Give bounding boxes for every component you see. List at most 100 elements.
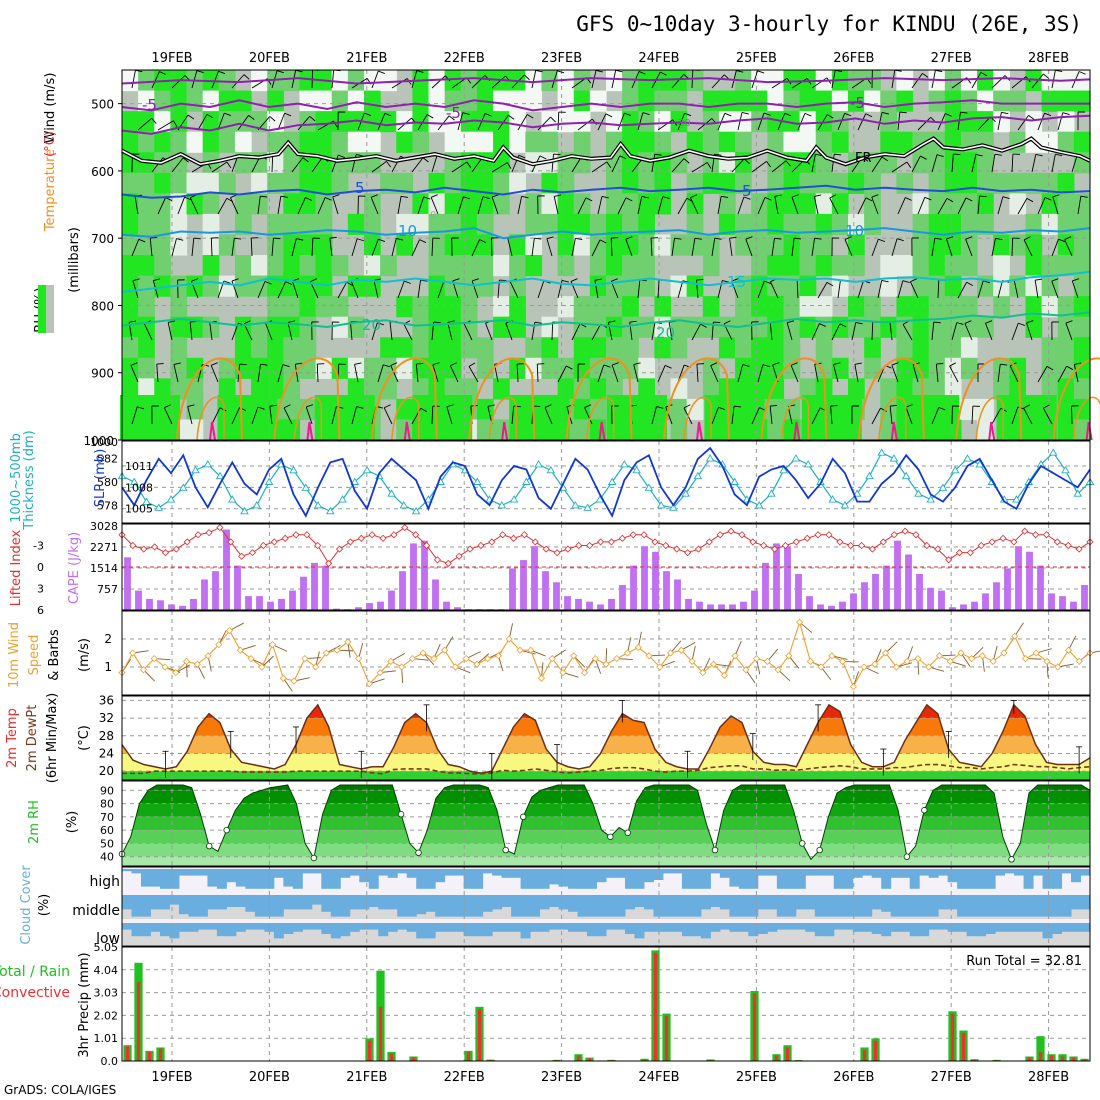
wind-barb [277,364,284,383]
wind-barb [171,238,177,257]
cloud-cell [672,923,683,932]
lifted-index-marker [629,531,637,539]
wind-barb-flag [936,362,944,365]
wind-barb [991,238,996,257]
slp-line [121,446,1091,519]
cape-bar [212,571,219,610]
rh-cell [170,378,188,400]
cloud-cell [909,923,920,937]
rh-cell [718,213,736,236]
lifted-index-marker [673,545,681,553]
rh-cell [1057,419,1075,441]
wind-barb-10m [745,669,756,684]
wind-speed-marker [1011,632,1019,640]
cloud-cell [178,869,189,876]
lifted-index-marker [390,531,398,539]
rh-cell [606,70,623,92]
wind-barb [965,239,973,257]
wind-barb-flag [1052,194,1060,198]
rh-cell [783,255,801,277]
wind-barb-10m [766,648,779,662]
cape-bar [454,607,461,610]
rh-cell [686,275,704,297]
rh-cell [267,234,284,256]
wind-speed-marker [623,649,632,657]
rh-cell [751,255,768,277]
wind-barb [390,365,399,383]
rh-cell [138,213,155,236]
lifted-index-marker [1064,541,1072,550]
wind-barb-flag [159,71,166,75]
wind-barb [737,196,745,215]
wind-barb-flag [1072,278,1080,282]
wind-barb [871,407,881,425]
precip-convective-bar [389,1054,394,1061]
wind-barb [597,113,607,131]
rh-cell [1009,90,1027,112]
ylabel-thickness-unit: Thickness (dm) [22,430,37,530]
precip-convective-bar [653,952,658,1061]
rh-cell [444,70,462,92]
rh-cell [589,90,607,112]
rh-cell [589,296,607,318]
rh-cell [831,131,849,153]
wind-barb-flag [766,161,772,168]
wind-speed-marker [150,655,158,663]
wind-barb [786,322,793,341]
wind-barb-flag [585,197,593,202]
wind-barb-flag [499,279,507,282]
rh-cell [815,172,833,194]
wind-speed-marker [796,618,804,626]
wind-barb [790,365,799,383]
lifted-index-marker [727,527,735,535]
rh-cell [977,70,994,92]
lifted-index-marker [977,541,985,550]
wind-speed-marker [269,641,277,649]
wind-barb [277,196,282,215]
rh-cell [331,70,349,92]
rh-cell [154,275,171,297]
wind-speed-marker [193,660,201,668]
rh-cell [267,111,284,133]
thickness-marker [583,503,592,511]
rh-cell [1025,172,1043,194]
cloud-cell [662,895,673,917]
rh-cell [622,213,639,236]
wind-barb [637,280,641,299]
rh-cell [993,90,1010,112]
wind-barb [230,197,239,215]
rh-cell [815,316,833,338]
temp-contour-25 [857,357,925,441]
date-label-bottom: 19FEB [151,1070,192,1085]
rh-cell [493,296,510,318]
rh-cell [267,255,284,277]
cloud-cell [1023,869,1034,889]
wind-barb [871,196,879,215]
rh-cell [783,398,801,421]
wind-speed-marker [570,652,578,660]
cloud-cell [264,895,275,917]
wind-speed-marker [645,652,653,660]
wind-barb-flag [938,406,946,411]
cloud-cell [587,923,598,937]
rh-cell [122,193,139,215]
rh-cell [622,172,639,194]
wind-barb [757,280,765,299]
thickness-marker [607,477,617,485]
rh-cell [993,357,1010,379]
wind-barb [651,154,656,173]
wind-speed-marker [333,646,341,654]
rh-cell [170,357,188,379]
wind-barb-flag [829,194,837,199]
lifted-index-marker [912,531,920,539]
rh-cell [396,213,413,236]
wind-barb [269,406,273,425]
thickness-marker [914,489,923,497]
cloud-cell [387,923,398,932]
wind-barb [370,197,379,215]
lifted-index-marker [955,549,964,557]
wind-barb [447,322,453,341]
precip-convective-bar [972,1059,977,1061]
wind-barb [1077,196,1082,215]
rh-cell [573,398,591,421]
